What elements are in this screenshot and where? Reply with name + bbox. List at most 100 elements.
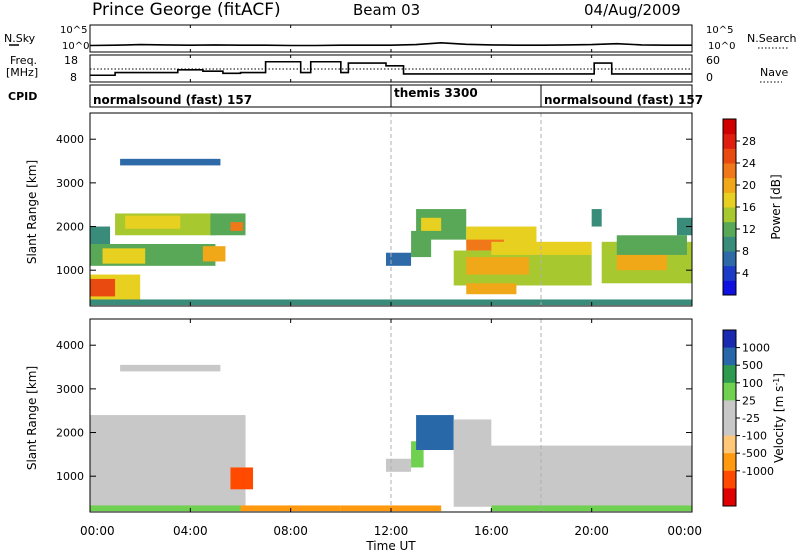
velocity-colorbar-tick-label: 500 bbox=[742, 359, 763, 372]
y-tick-label: 4000 bbox=[56, 339, 84, 352]
velocity-colorbar-block bbox=[723, 365, 736, 384]
heatmap-cell bbox=[230, 222, 244, 231]
heatmap-cell bbox=[385, 458, 412, 472]
power-colorbar-block bbox=[723, 236, 736, 252]
velocity-colorbar-block bbox=[723, 488, 736, 507]
power-colorbar-block bbox=[723, 265, 736, 281]
x-tick-label: 16:00 bbox=[474, 524, 509, 538]
x-tick-label: 08:00 bbox=[273, 524, 308, 538]
heatmap-cell bbox=[616, 252, 667, 271]
heatmap-cell bbox=[90, 505, 241, 512]
frequency-panel: 18 8 60 0 bbox=[64, 54, 720, 84]
heatmap-cell bbox=[120, 364, 221, 372]
cpid-panel: normalsound (fast) 157 themis 3300 norma… bbox=[89, 84, 703, 108]
nave-label: Nave bbox=[760, 66, 788, 79]
heatmap-cell bbox=[676, 217, 692, 236]
velocity-colorbar: 1000 500 100 25 -25 -100 -500 -1000 Velocity [m… bbox=[722, 329, 786, 507]
velocity-colorbar-block bbox=[723, 453, 736, 472]
freq-label-1: Freq. bbox=[10, 54, 37, 67]
y-tick-label: 3000 bbox=[56, 383, 84, 396]
power-colorbar-tick-label: 4 bbox=[742, 267, 749, 280]
cpid-label: CPID bbox=[8, 90, 37, 103]
power-colorbar-label: Power [dB] bbox=[769, 174, 783, 239]
y-tick-label: 2000 bbox=[56, 221, 84, 234]
cpid-segment-2: themis 3300 bbox=[394, 86, 478, 100]
nave-tick-top: 60 bbox=[706, 54, 720, 67]
velocity-colorbar-block bbox=[723, 400, 736, 419]
heatmap-cell bbox=[453, 445, 692, 507]
power-ylabel: Slant Range [km] bbox=[25, 160, 39, 264]
power-colorbar-block bbox=[723, 280, 736, 296]
heatmap-cell bbox=[120, 158, 221, 166]
nave-tick-bottom: 0 bbox=[706, 71, 713, 84]
freq-tick-top: 18 bbox=[64, 54, 78, 67]
heatmap-cell bbox=[102, 248, 146, 264]
heatmap-cell bbox=[125, 215, 181, 229]
heatmap-cell bbox=[466, 283, 517, 295]
noise-tick-right-bottom: 10^0 bbox=[708, 41, 735, 52]
x-tick-label: 00:00 bbox=[80, 524, 115, 538]
velocity-colorbar-block bbox=[723, 418, 736, 437]
heatmap-cell bbox=[230, 467, 254, 490]
beam-title: Beam 03 bbox=[353, 1, 420, 19]
noise-panel: 10^5 10^0 10^5 10^0 bbox=[60, 24, 735, 53]
power-colorbar-tick-label: 12 bbox=[742, 223, 756, 236]
noise-tick-top: 10^5 bbox=[60, 25, 87, 36]
heatmap-cell bbox=[90, 226, 111, 244]
y-tick-label: 2000 bbox=[56, 427, 84, 440]
velocity-colorbar-tick-label: -1000 bbox=[742, 465, 774, 478]
velocity-colorbar-block bbox=[723, 330, 736, 349]
x-tick-label: 12:00 bbox=[374, 524, 409, 538]
heatmap-cell bbox=[466, 239, 504, 251]
freq-series-line bbox=[90, 60, 692, 77]
velocity-colorbar-label: Velocity [m s-1] bbox=[772, 373, 786, 463]
heatmap-cell bbox=[90, 278, 116, 297]
heatmap-cell bbox=[416, 415, 454, 450]
power-colorbar-tick-label: 20 bbox=[742, 179, 756, 192]
velocity-colorbar-block bbox=[723, 470, 736, 489]
power-colorbar-block bbox=[723, 177, 736, 193]
power-colorbar-tick-label: 24 bbox=[742, 157, 756, 170]
noise-tick-bottom: 10^0 bbox=[62, 41, 89, 52]
cpid-segment-3: normalsound (fast) 157 bbox=[544, 93, 703, 107]
freq-label-2: [MHz] bbox=[6, 66, 38, 79]
freq-tick-bottom: 8 bbox=[70, 71, 77, 84]
power-colorbar-block bbox=[723, 251, 736, 267]
velocity-colorbar-tick-label: 1000 bbox=[742, 342, 770, 355]
power-colorbar-tick-label: 28 bbox=[742, 135, 756, 148]
heatmap-cell bbox=[616, 235, 687, 255]
velocity-colorbar-tick-label: 25 bbox=[742, 394, 756, 407]
nsearch-label: N.Search bbox=[747, 32, 797, 45]
heatmap-cell bbox=[466, 257, 529, 275]
x-tick-label: 20:00 bbox=[574, 524, 609, 538]
power-colorbar-block bbox=[723, 119, 736, 135]
power-colorbar-block bbox=[723, 192, 736, 208]
power-colorbar-block bbox=[723, 163, 736, 179]
noise-tick-right-top: 10^5 bbox=[706, 25, 733, 36]
y-tick-label: 1000 bbox=[56, 470, 84, 483]
power-panel: 1000 2000 3000 4000 Slant Range [km] bbox=[25, 112, 693, 307]
power-colorbar: 4 8 12 16 20 24 28 Power [dB] bbox=[722, 118, 783, 296]
cpid-segment-1: normalsound (fast) 157 bbox=[93, 93, 252, 107]
x-tick-label: 00:00 bbox=[667, 524, 702, 538]
power-heatmap-cells bbox=[90, 158, 692, 306]
heatmap-cell bbox=[421, 217, 442, 231]
x-axis-label: Time UT bbox=[365, 539, 416, 553]
power-colorbar-tick-label: 8 bbox=[742, 245, 749, 258]
date-title: 04/Aug/2009 bbox=[584, 1, 681, 19]
heatmap-cell bbox=[591, 209, 602, 227]
power-colorbar-block bbox=[723, 148, 736, 164]
y-tick-label: 4000 bbox=[56, 133, 84, 146]
velocity-colorbar-tick-label: -100 bbox=[742, 430, 767, 443]
velocity-colorbar-block bbox=[723, 435, 736, 454]
velocity-panel: 1000 2000 3000 4000 Slant Range [km] bbox=[25, 318, 693, 513]
heatmap-cell bbox=[202, 246, 226, 262]
power-colorbar-tick-label: 16 bbox=[742, 201, 756, 214]
velocity-colorbar-block bbox=[723, 347, 736, 366]
velocity-colorbar-tick-label: -500 bbox=[742, 447, 767, 460]
power-colorbar-block bbox=[723, 207, 736, 223]
nsky-series-line bbox=[89, 41, 692, 47]
x-tick-label: 04:00 bbox=[173, 524, 208, 538]
velocity-colorbar-tick-label: -25 bbox=[742, 412, 760, 425]
